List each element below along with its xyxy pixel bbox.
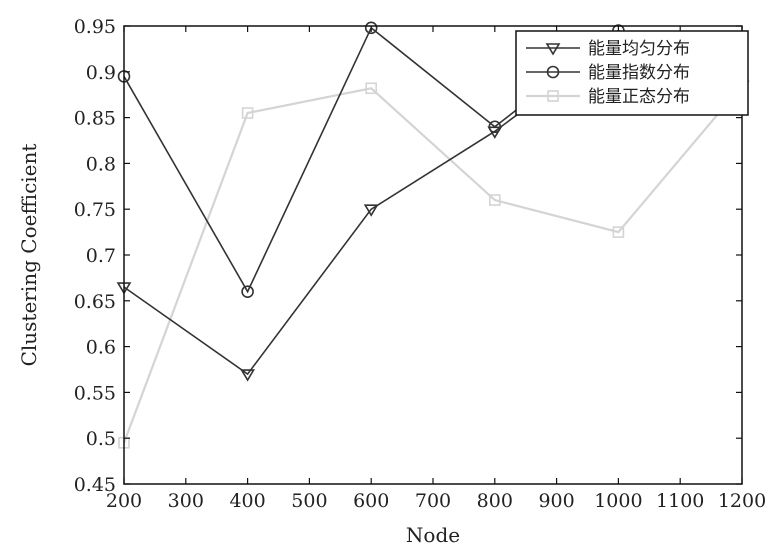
y-tick-label: 0.7 <box>86 245 116 267</box>
y-tick-label: 0.5 <box>86 428 116 450</box>
y-tick-label: 0.8 <box>86 153 116 175</box>
data-point <box>365 82 378 95</box>
x-tick-label: 1100 <box>656 490 704 512</box>
y-tick-label: 0.55 <box>74 382 116 404</box>
y-tick-label: 0.65 <box>74 291 116 313</box>
legend-marker <box>545 43 561 56</box>
x-tick-label: 600 <box>353 490 389 512</box>
data-point <box>488 120 502 134</box>
legend-item: 能量均匀分布 <box>526 39 690 59</box>
legend-item: 能量指数分布 <box>526 63 690 83</box>
x-tick-label: 900 <box>538 490 574 512</box>
data-point <box>488 194 501 206</box>
legend-item: 能量正态分布 <box>526 87 690 107</box>
y-tick-label: 0.75 <box>74 199 116 221</box>
x-tick-label: 200 <box>106 490 142 512</box>
series-3 <box>118 79 748 449</box>
y-tick-label: 0.95 <box>74 16 116 38</box>
series-line <box>122 84 743 444</box>
data-point <box>363 204 379 217</box>
legend-marker <box>546 65 560 79</box>
data-point <box>364 21 378 35</box>
legend-label: 能量均匀分布 <box>588 39 690 59</box>
x-tick-label: 300 <box>168 490 204 512</box>
legend-marker <box>547 90 559 102</box>
legend-label: 能量正态分布 <box>588 87 690 107</box>
y-tick-label: 0.9 <box>86 62 116 84</box>
data-point <box>241 285 254 298</box>
x-tick-label: 800 <box>477 490 513 512</box>
x-tick-label: 700 <box>415 490 451 512</box>
x-tick-label: 1200 <box>718 490 766 512</box>
x-tick-label: 400 <box>229 490 265 512</box>
x-tick-label: 1000 <box>594 490 642 512</box>
y-tick-label: 0.6 <box>86 337 116 359</box>
axis-ticks: 200 300 400 500 600 700 800 900 1000 1100 1200 0.45… <box>74 16 766 512</box>
x-axis-label: Node <box>406 523 460 547</box>
data-point <box>612 226 625 238</box>
y-tick-label: 0.45 <box>74 474 116 496</box>
data-point <box>240 369 256 382</box>
data-point <box>241 107 254 119</box>
y-tick-label: 0.85 <box>74 108 116 130</box>
y-axis-label: Clustering Coefficient <box>17 144 41 367</box>
x-tick-label: 500 <box>291 490 327 512</box>
legend-label: 能量指数分布 <box>588 63 690 83</box>
